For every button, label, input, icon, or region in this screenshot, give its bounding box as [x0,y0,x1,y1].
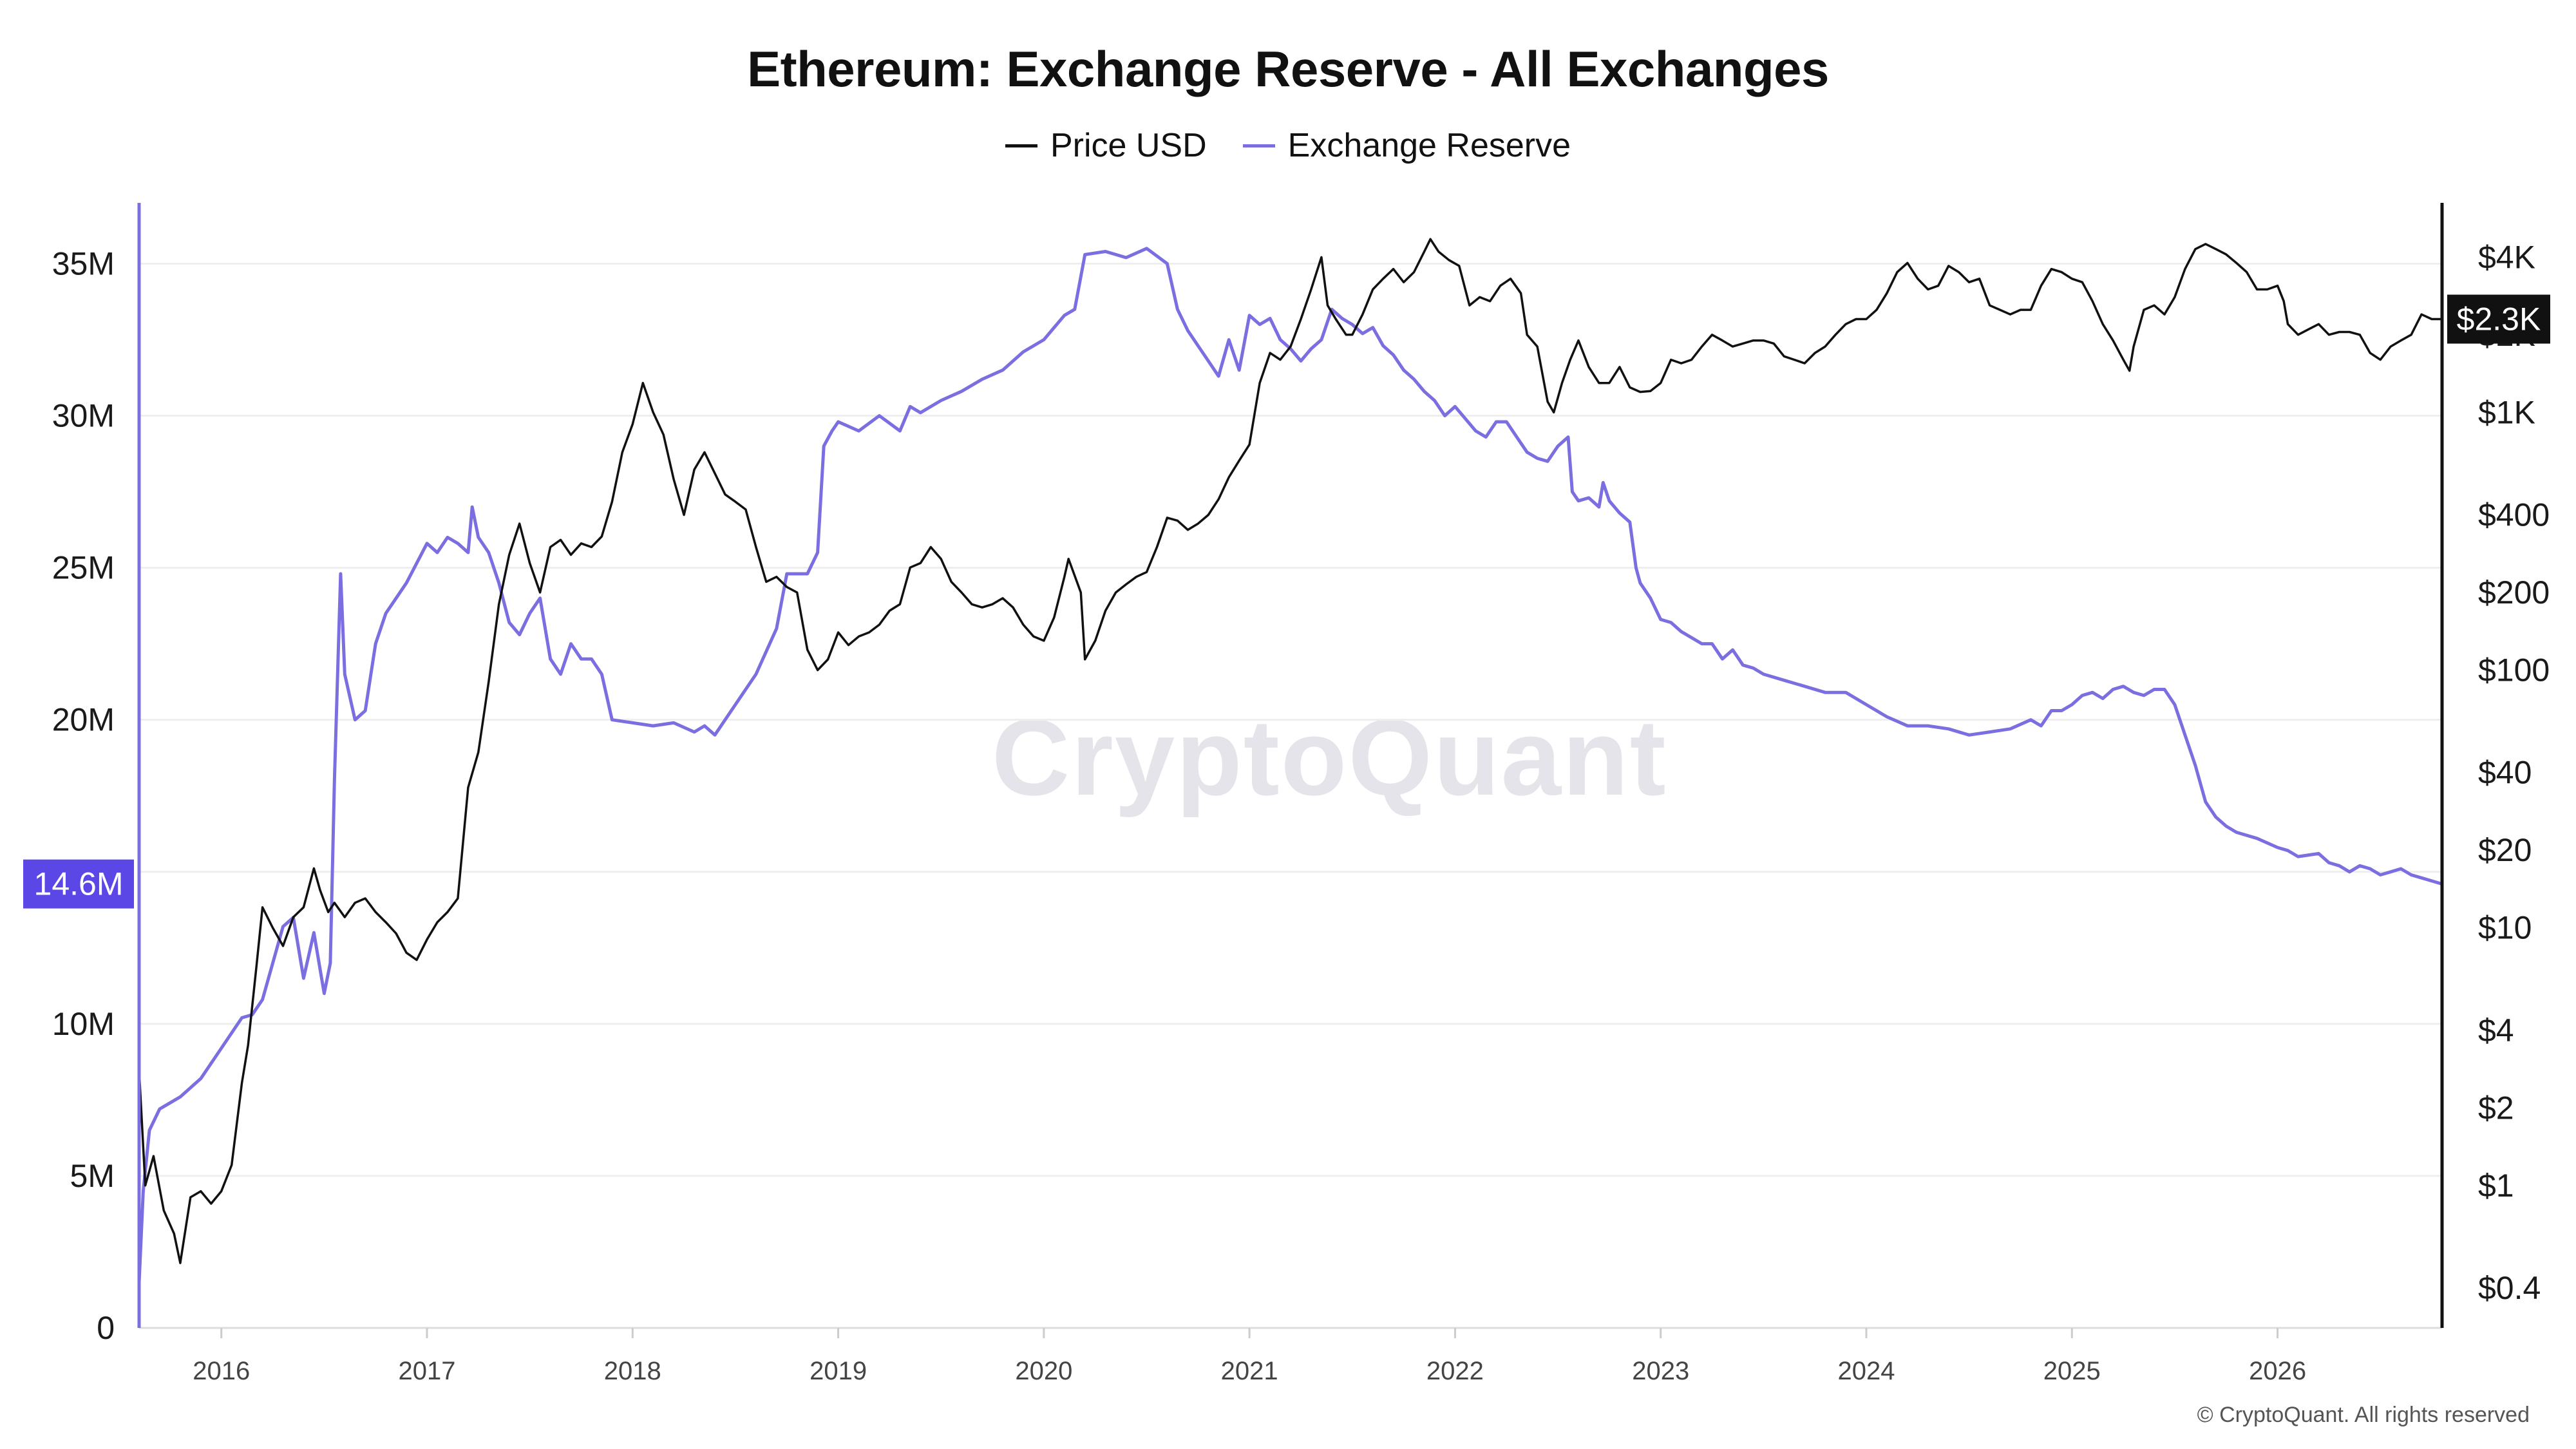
x-tick-label: 2022 [1426,1357,1484,1385]
y-right-tick-label: $4 [2478,1012,2514,1048]
y-right-tick-label: $200 [2478,574,2550,611]
y-right-tick-label: $4K [2478,239,2535,275]
y-left-tick-label: 30M [52,398,115,434]
current-price-badge [2447,294,2550,344]
y-left-tick-label: 10M [52,1006,115,1042]
y-right-tick-label: $400 [2478,497,2550,533]
x-tick-label: 2017 [399,1357,456,1385]
chart-title: Ethereum: Exchange Reserve - All Exchang… [747,41,1829,97]
y-left-tick-label: 25M [52,550,115,586]
y-left-tick-label: 5M [70,1158,115,1194]
copyright-notice: © CryptoQuant. All rights reserved [2197,1403,2530,1427]
watermark-logo: CryptoQuant [992,697,1667,818]
current-price-label: $2.3K [2457,301,2541,337]
y-right-tick-label: $2 [2478,1090,2514,1126]
legend-item-reserve[interactable]: Exchange Reserve [1242,126,1571,165]
y-right-tick-label: $0.4 [2478,1270,2541,1306]
x-tick-label: 2025 [2043,1357,2101,1385]
y-right-tick-label: $100 [2478,652,2550,688]
x-tick-label: 2018 [604,1357,661,1385]
x-tick-label: 2024 [1838,1357,1895,1385]
series-line-exchange-reserve [137,247,2443,1283]
legend-label-reserve: Exchange Reserve [1287,127,1571,164]
legend: Price USD Exchange Reserve [0,126,2576,165]
series-line-price-usd [138,238,2442,1264]
reserve-swatch-icon [1242,144,1275,147]
x-tick-label: 2020 [1015,1357,1072,1385]
y-right-tick-label: $1 [2478,1168,2514,1204]
x-tick-label: 2019 [810,1357,867,1385]
x-tick-label: 2016 [193,1357,250,1385]
current-reserve-badge [23,859,134,909]
current-reserve-label: 14.6M [34,866,124,902]
y-right-tick-label: $20 [2478,832,2532,868]
x-tick-label: 2023 [1632,1357,1689,1385]
y-left-tick-label: 35M [52,245,115,281]
legend-item-price[interactable]: Price USD [1005,126,1207,165]
y-right-tick-label: $1K [2478,394,2535,430]
y-right-tick-label: $40 [2478,755,2532,791]
x-tick-label: 2021 [1221,1357,1278,1385]
legend-label-price: Price USD [1050,127,1207,164]
y-left-tick-label: 20M [52,702,115,738]
y-right-tick-label: $10 [2478,910,2532,946]
price-swatch-icon [1005,144,1037,147]
x-tick-label: 2026 [2249,1357,2306,1385]
y-left-tick-label: 0 [97,1310,115,1346]
